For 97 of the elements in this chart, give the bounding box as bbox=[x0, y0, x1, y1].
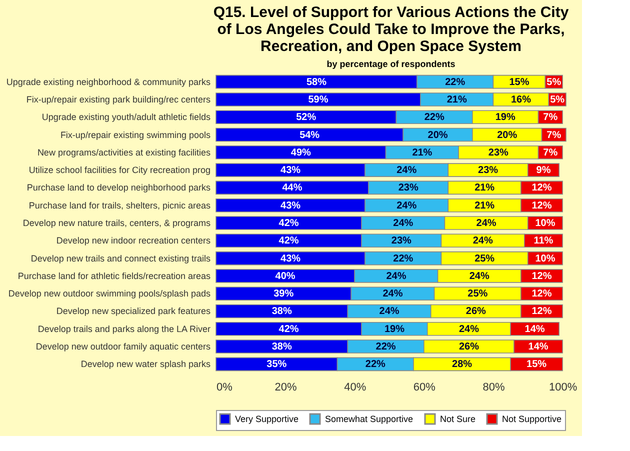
data-label: 24% bbox=[396, 165, 417, 176]
data-label: 10% bbox=[535, 253, 556, 264]
y-tick-label: Develop new trails and connect existing trails bbox=[30, 253, 211, 264]
y-tick-label: Utilize school facilities for City recreation prog bbox=[28, 165, 210, 176]
data-label: 24% bbox=[476, 218, 496, 229]
y-tick-label: Upgrade existing youth/adult athletic fields bbox=[42, 112, 211, 122]
data-label: 23% bbox=[391, 236, 412, 247]
data-label: 22% bbox=[376, 342, 396, 353]
data-label: 12% bbox=[532, 270, 552, 282]
data-label: 7% bbox=[543, 112, 558, 124]
y-tick-label: Develop new indoor recreation centers bbox=[56, 236, 211, 246]
data-label: 21% bbox=[474, 200, 495, 212]
data-label: 26% bbox=[458, 342, 480, 353]
data-label: 12% bbox=[532, 200, 552, 212]
data-label: 22% bbox=[445, 76, 466, 88]
data-label: 38% bbox=[272, 306, 292, 318]
x-tick-label: 0% bbox=[216, 382, 233, 394]
data-label: 59% bbox=[308, 94, 328, 106]
data-label: 5% bbox=[546, 76, 562, 88]
data-label: 58% bbox=[306, 76, 327, 88]
y-tick-label: Purchase land for athletic fields/recreation areas bbox=[18, 270, 211, 281]
data-label: 24% bbox=[472, 236, 493, 247]
data-label: 44% bbox=[282, 182, 302, 194]
legend-label: Not Supportive bbox=[502, 414, 562, 424]
data-label: 16% bbox=[510, 94, 532, 106]
data-label: 42% bbox=[278, 324, 299, 335]
data-label: 42% bbox=[278, 236, 299, 247]
y-tick-label: Fix-up/repair existing park building/rec centers bbox=[26, 94, 211, 104]
data-label: 24% bbox=[379, 306, 400, 318]
legend-label: Somewhat Supportive bbox=[325, 414, 414, 424]
data-label: 25% bbox=[468, 288, 488, 300]
data-label: 24% bbox=[469, 270, 490, 282]
data-label: 20% bbox=[428, 130, 448, 141]
data-label: 42% bbox=[278, 218, 299, 229]
data-label: 28% bbox=[452, 359, 472, 370]
y-tick-label: Develop new outdoor swimming pools/splash pads bbox=[8, 288, 211, 299]
data-label: 43% bbox=[280, 200, 301, 212]
data-label: 22% bbox=[424, 112, 444, 124]
x-tick-label: 100% bbox=[548, 382, 578, 394]
data-label: 23% bbox=[488, 147, 509, 158]
data-label: 54% bbox=[300, 130, 320, 141]
data-label: 39% bbox=[274, 288, 294, 300]
y-tick-label: Develop trails and parks along the LA River bbox=[38, 324, 210, 334]
data-label: 20% bbox=[497, 130, 518, 141]
data-label: 5% bbox=[550, 94, 565, 106]
data-label: 24% bbox=[382, 288, 403, 300]
data-label: 35% bbox=[266, 359, 287, 370]
x-tick-label: 80% bbox=[482, 382, 505, 394]
data-label: 21% bbox=[474, 182, 495, 194]
y-tick-label: Develop new outdoor family aquatic centers bbox=[36, 342, 211, 352]
data-label: 24% bbox=[393, 218, 414, 229]
data-label: 15% bbox=[526, 359, 547, 370]
data-label: 7% bbox=[546, 130, 562, 141]
legend-label: Very Supportive bbox=[235, 414, 299, 424]
data-label: 15% bbox=[509, 76, 530, 88]
data-label: 23% bbox=[478, 165, 498, 176]
data-label: 38% bbox=[272, 342, 292, 353]
data-label: 25% bbox=[474, 253, 495, 264]
y-tick-label: Develop new specialized park features bbox=[56, 306, 211, 316]
data-label: 14% bbox=[524, 324, 545, 335]
data-label: 22% bbox=[393, 253, 414, 264]
data-label: 49% bbox=[290, 147, 312, 158]
data-label: 7% bbox=[543, 147, 558, 158]
data-label: 12% bbox=[532, 288, 552, 300]
x-tick-label: 40% bbox=[344, 382, 366, 394]
x-tick-label: 60% bbox=[413, 382, 436, 394]
data-label: 11% bbox=[534, 236, 554, 247]
data-label: 24% bbox=[386, 270, 406, 282]
data-label: 43% bbox=[280, 253, 301, 264]
data-label: 43% bbox=[280, 165, 301, 176]
data-label: 22% bbox=[365, 359, 386, 370]
data-label: 40% bbox=[275, 270, 296, 282]
legend-label: Not Sure bbox=[440, 414, 476, 424]
y-tick-label: Fix-up/repair existing swimming pools bbox=[60, 130, 211, 140]
chart-subtitle: by percentage of respondents bbox=[326, 59, 456, 69]
y-tick-label: Upgrade existing neighborhood & community parks bbox=[6, 76, 211, 87]
x-tick-label: 20% bbox=[274, 382, 298, 394]
data-label: 24% bbox=[396, 200, 417, 212]
data-label: 9% bbox=[536, 165, 551, 176]
y-tick-label: Purchase land for trails, shelters, picnic areas bbox=[28, 200, 211, 210]
y-tick-label: Purchase land to develop neighborhood parks bbox=[26, 182, 211, 193]
data-label: 52% bbox=[296, 112, 316, 124]
data-label: 10% bbox=[535, 218, 556, 229]
data-label: 12% bbox=[532, 182, 552, 194]
data-label: 21% bbox=[446, 94, 467, 106]
y-tick-label: New programs/activities at existing facilities bbox=[37, 147, 211, 158]
data-label: 19% bbox=[384, 324, 405, 335]
data-label: 19% bbox=[495, 112, 516, 124]
y-tick-label: Develop new nature trails, centers, & programs bbox=[22, 218, 211, 228]
data-label: 26% bbox=[466, 306, 486, 318]
data-label: 23% bbox=[398, 182, 418, 194]
data-label: 24% bbox=[458, 324, 480, 335]
chart-title: Q15. Level of Support for Various Actions the City of Los Angeles Could Take to Improve the Parks, Recreation, and Open Space System bbox=[213, 4, 570, 55]
y-tick-label: Develop new water splash parks bbox=[80, 359, 211, 370]
data-label: 14% bbox=[528, 342, 548, 353]
data-label: 12% bbox=[532, 306, 552, 318]
data-label: 21% bbox=[412, 147, 432, 158]
